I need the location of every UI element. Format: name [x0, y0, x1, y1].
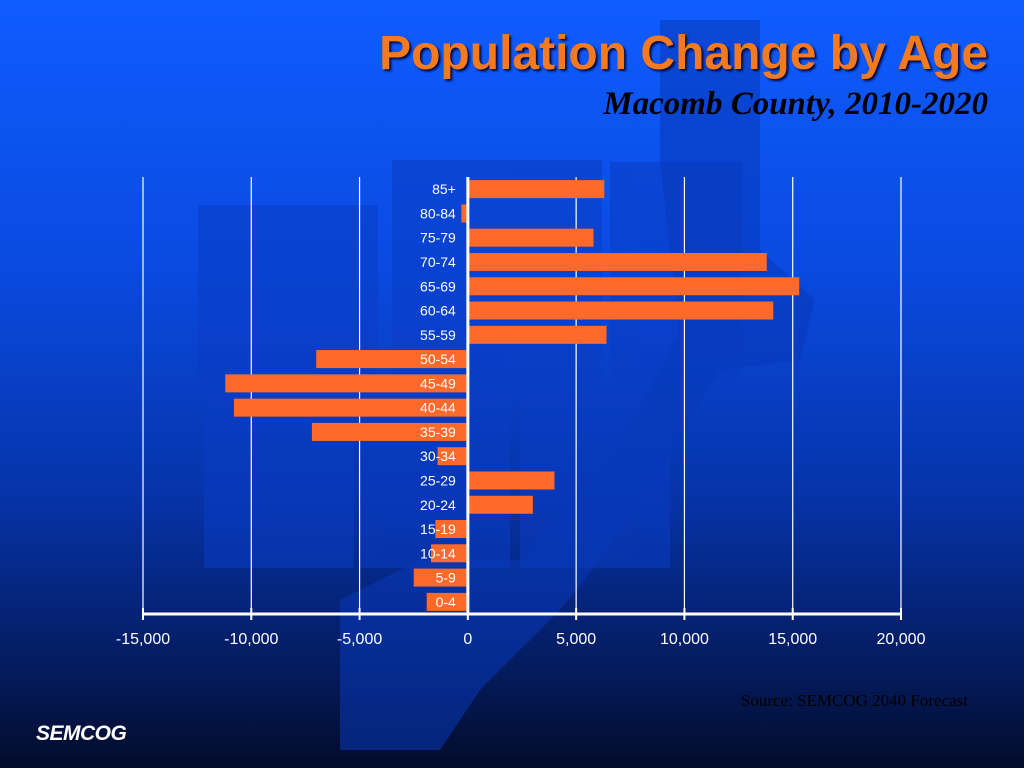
page-title: Population Change by Age [379, 27, 988, 80]
x-tick-label: -5,000 [337, 631, 382, 648]
category-label: 25-29 [420, 472, 456, 488]
semcog-logo: SEMCOG [36, 722, 127, 745]
bar [426, 592, 468, 611]
bar [467, 228, 594, 247]
x-tick-label: -10,000 [224, 631, 278, 648]
bar [467, 252, 767, 271]
x-tick-label: -15,000 [116, 631, 170, 648]
bar [437, 447, 468, 466]
category-label: 10-14 [420, 545, 456, 561]
x-tick-label: 10,000 [660, 631, 709, 648]
bar [225, 374, 468, 393]
bar [431, 544, 468, 563]
bar [467, 325, 607, 344]
bar [467, 495, 533, 514]
bar [467, 301, 774, 320]
category-label: 35-39 [420, 424, 456, 440]
category-label: 20-24 [420, 497, 456, 513]
category-label: 0-4 [436, 594, 456, 610]
x-tick-label: 20,000 [877, 631, 926, 648]
category-label: 55-59 [420, 327, 456, 343]
category-label: 75-79 [420, 230, 456, 246]
category-label: 30-34 [420, 448, 456, 464]
category-label: 5-9 [436, 570, 456, 586]
bar [467, 180, 605, 199]
x-tick-label: 15,000 [768, 631, 817, 648]
x-tick-label: 0 [463, 631, 472, 648]
bar [233, 398, 468, 417]
category-label: 70-74 [420, 254, 456, 270]
category-label: 60-64 [420, 303, 456, 319]
source-note: Source: SEMCOG 2040 Forecast [740, 691, 968, 710]
category-label: 80-84 [420, 205, 456, 221]
x-tick-label: 5,000 [556, 631, 596, 648]
category-label: 85+ [432, 181, 456, 197]
category-label: 45-49 [420, 375, 456, 391]
category-label: 65-69 [420, 278, 456, 294]
bar [413, 568, 468, 587]
category-label: 15-19 [420, 521, 456, 537]
bar [467, 277, 800, 296]
category-label: 40-44 [420, 400, 456, 416]
page-subtitle: Macomb County, 2010-2020 [603, 86, 988, 122]
bar [316, 350, 468, 369]
bar [311, 422, 468, 441]
category-label: 50-54 [420, 351, 456, 367]
bar [435, 520, 468, 539]
bar [467, 471, 555, 490]
bar [461, 204, 468, 223]
